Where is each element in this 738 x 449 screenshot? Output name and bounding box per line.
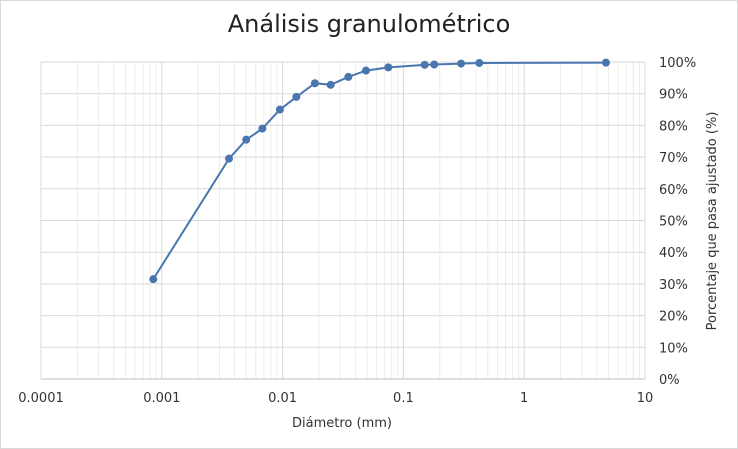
data-point [292, 92, 301, 101]
y-tick-label: 10% [659, 341, 688, 356]
y-tick-label: 30% [659, 278, 688, 293]
x-axis-ticks: 0.0001 0.001 0.01 0.1 1 10 [18, 391, 653, 406]
data-point [361, 66, 370, 75]
x-tick-label: 0.01 [268, 391, 297, 406]
y-tick-label: 100% [659, 56, 696, 71]
y-tick-label: 60% [659, 183, 688, 198]
data-point [475, 58, 484, 67]
x-tick-label: 10 [637, 391, 654, 406]
x-axis-title: Diámetro (mm) [292, 416, 392, 431]
y-tick-label: 90% [659, 88, 688, 103]
y-tick-label: 70% [659, 151, 688, 166]
y-tick-label: 0% [659, 373, 680, 388]
data-point [326, 80, 335, 89]
x-tick-label: 1 [520, 391, 528, 406]
y-axis-title: Porcentaje que pasa ajustado (%) [705, 112, 720, 331]
x-tick-label: 0.0001 [18, 391, 64, 406]
chart-title: Análisis granulométrico [227, 10, 511, 38]
series-line [152, 61, 606, 280]
data-point [384, 63, 393, 72]
data-point [601, 58, 610, 67]
data-point [258, 124, 267, 133]
data-point [420, 60, 429, 69]
data-point [344, 72, 353, 81]
y-tick-label: 40% [659, 246, 688, 261]
data-point [242, 135, 251, 144]
y-axis-ticks: 0% 10% 20% 30% 40% 50% 60% 70% 80% 90% 100% [659, 56, 696, 388]
x-tick-label: 0.1 [393, 391, 414, 406]
data-point [149, 275, 158, 284]
y-tick-label: 20% [659, 310, 688, 325]
data-point [310, 79, 319, 88]
y-tick-label: 50% [659, 215, 688, 230]
data-point [275, 105, 284, 114]
y-tick-label: 80% [659, 119, 688, 134]
series-group [149, 58, 610, 284]
data-point [225, 154, 234, 163]
x-tick-label: 0.001 [143, 391, 180, 406]
data-point [457, 59, 466, 68]
data-point [430, 60, 439, 69]
major-gridlines [40, 61, 646, 380]
